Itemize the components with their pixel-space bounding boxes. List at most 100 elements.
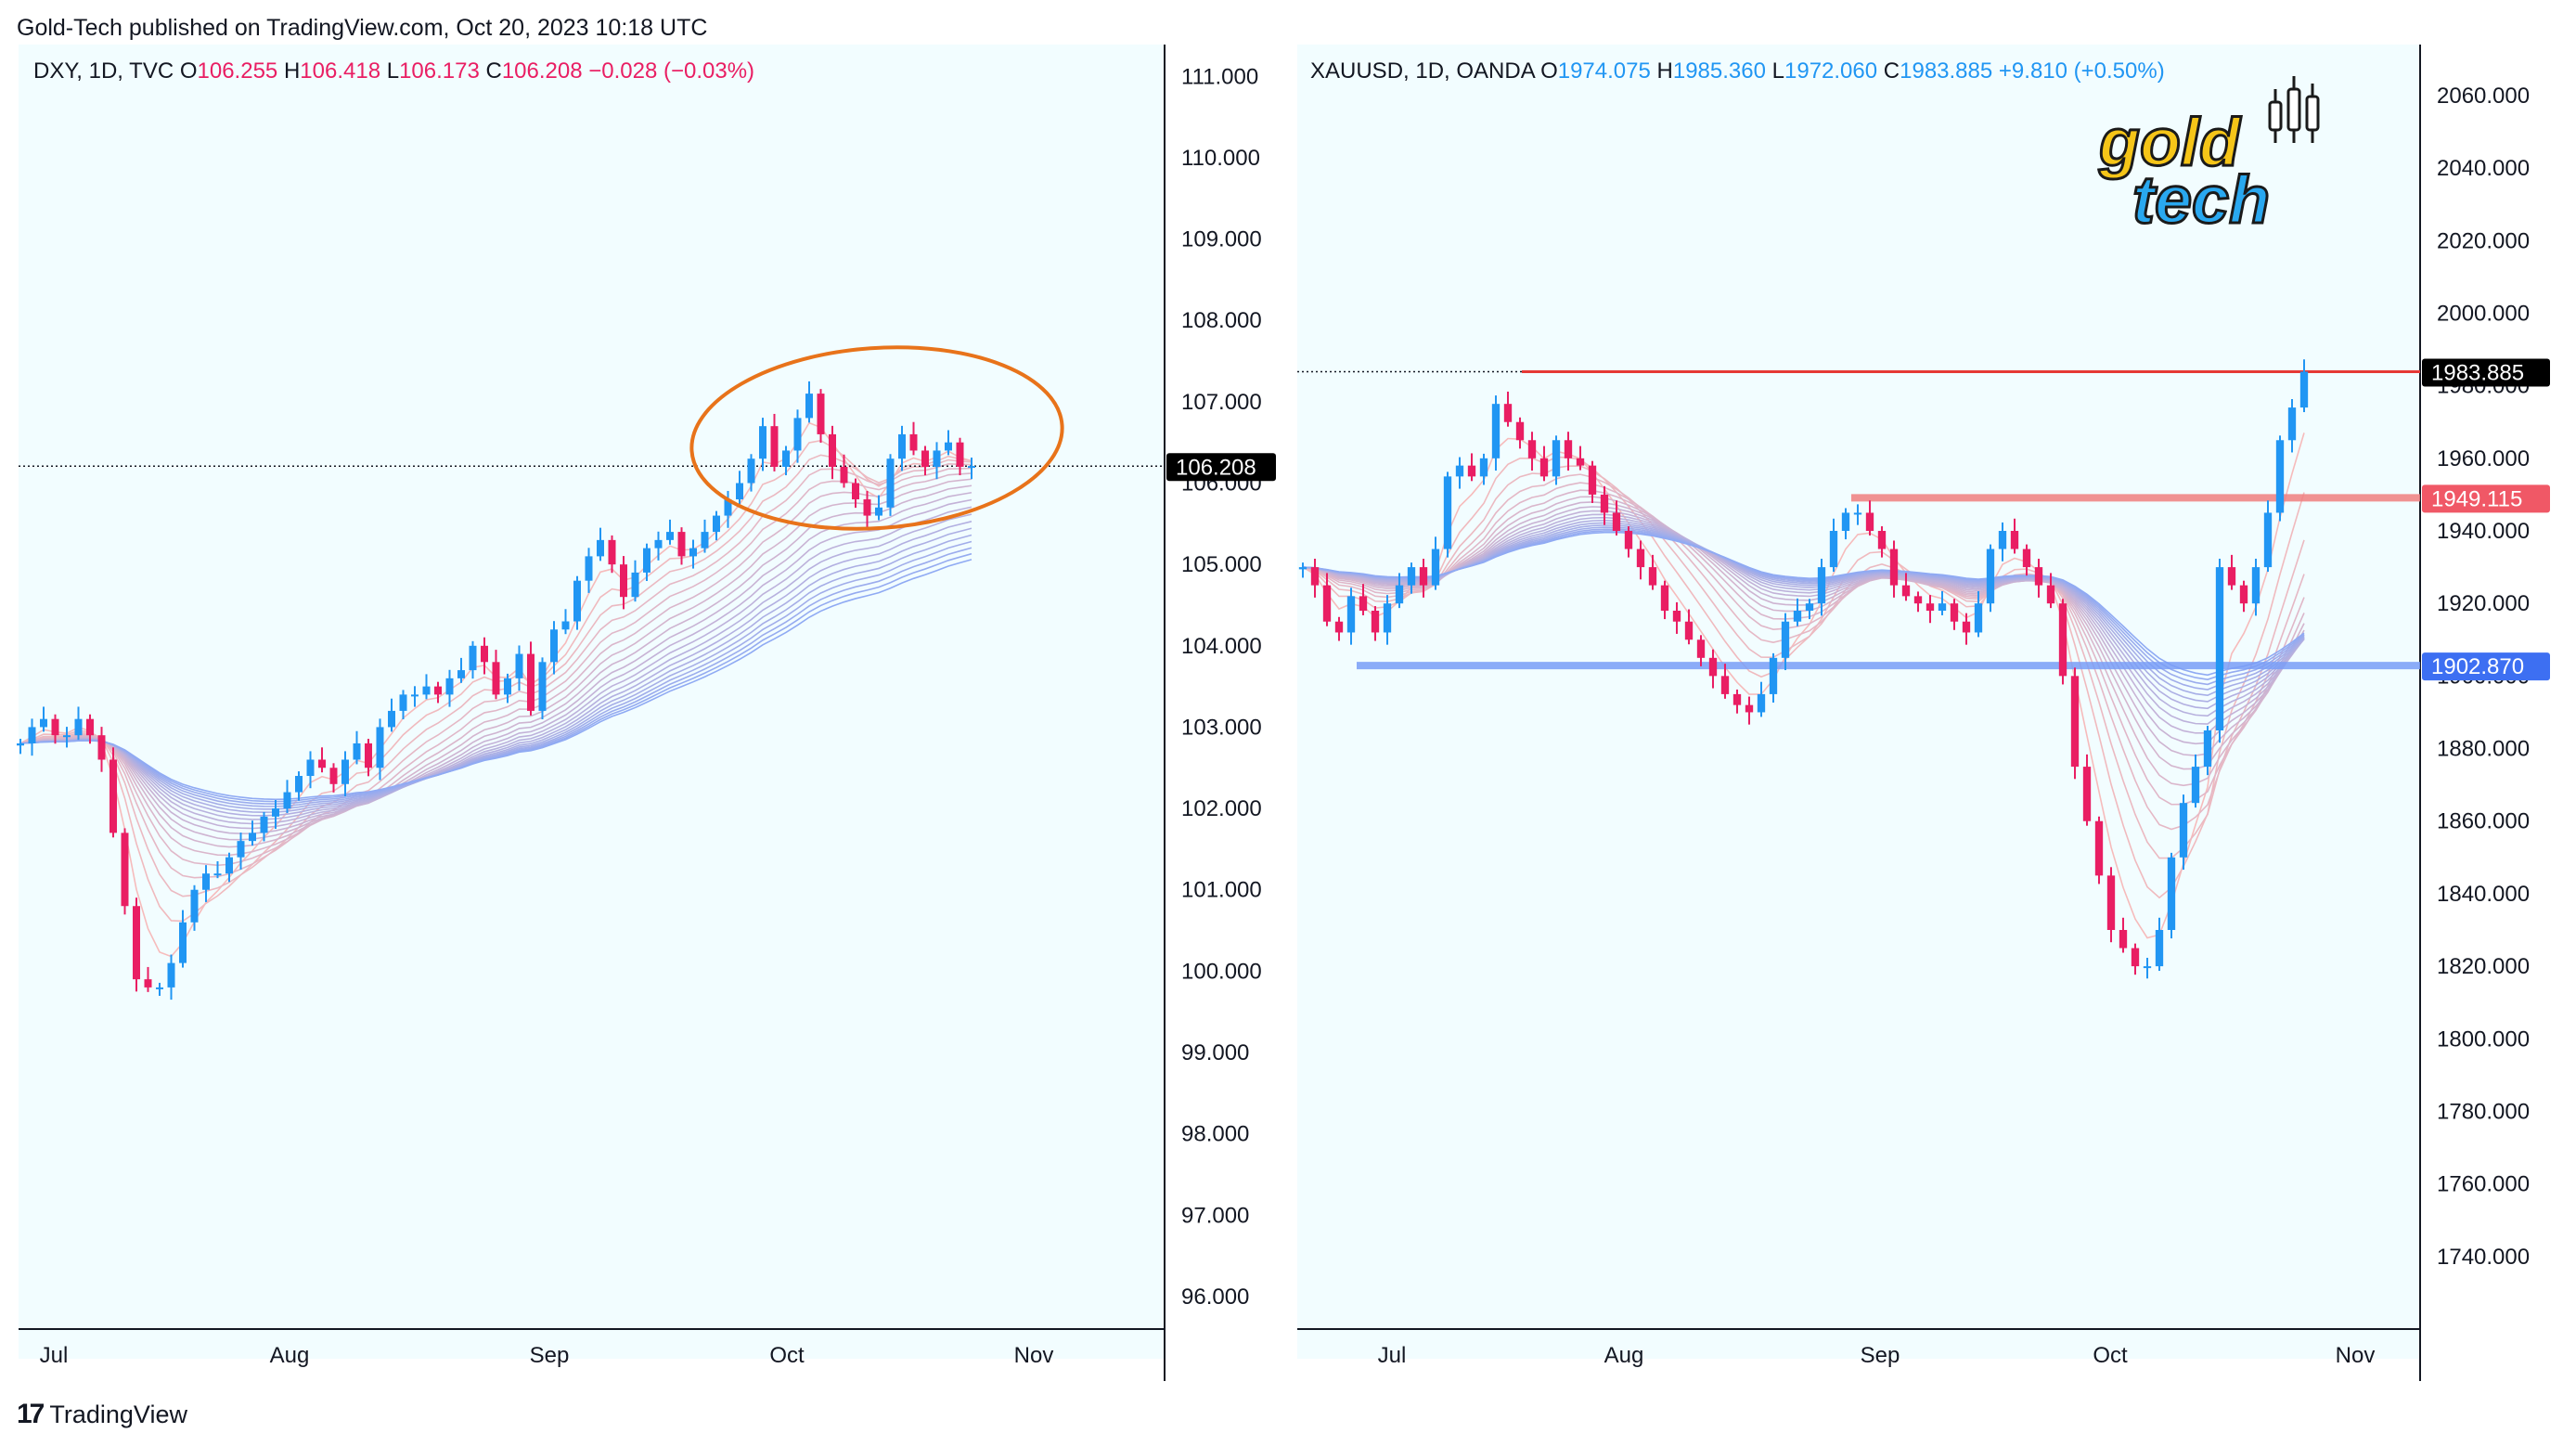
candle-body bbox=[677, 532, 686, 557]
candle-body bbox=[1781, 621, 1790, 658]
candle-body bbox=[74, 718, 83, 736]
legend-part: 1983.885 bbox=[1900, 58, 1999, 84]
candle-body bbox=[1419, 567, 1428, 586]
legend-part: L bbox=[1772, 58, 1784, 84]
ema-line bbox=[19, 478, 972, 848]
candle-body bbox=[179, 922, 187, 963]
candle-body bbox=[2022, 549, 2031, 568]
candle-body bbox=[1515, 421, 1525, 441]
candle-body bbox=[353, 742, 361, 760]
candle-body bbox=[109, 759, 117, 833]
candle-body bbox=[1564, 440, 1573, 458]
ema-line bbox=[19, 540, 972, 807]
logo-tech-text: tech bbox=[2132, 163, 2270, 238]
ema-line bbox=[19, 472, 972, 857]
candle-body bbox=[875, 507, 882, 516]
candles bbox=[1298, 359, 2309, 979]
y-tick-label: 1940.000 bbox=[2437, 519, 2530, 544]
price-badge-label: 106.208 bbox=[1176, 455, 1256, 480]
ema-line bbox=[1302, 506, 2305, 745]
candle-body bbox=[202, 873, 210, 890]
candle-body bbox=[1539, 458, 1549, 477]
y-tick-label: 100.000 bbox=[1181, 959, 1262, 984]
candle-body bbox=[237, 841, 245, 858]
y-tick-label: 103.000 bbox=[1181, 715, 1262, 740]
candle-body bbox=[399, 694, 407, 711]
ohlc-legend: DXY, 1D, TVC O106.255 H106.418 L106.173 … bbox=[33, 58, 754, 84]
legend-part: 1985.360 bbox=[1673, 58, 1772, 84]
candle-body bbox=[538, 662, 547, 711]
x-tick-label: Aug bbox=[270, 1343, 310, 1368]
candle-body bbox=[793, 418, 802, 451]
legend-part: 106.173 bbox=[399, 58, 485, 84]
y-tick-label: 1860.000 bbox=[2437, 809, 2530, 834]
legend-part: H bbox=[1657, 58, 1673, 84]
candle-body bbox=[1684, 621, 1694, 640]
candle-body bbox=[457, 670, 465, 678]
candle-body bbox=[1431, 549, 1440, 586]
candle-body bbox=[2215, 567, 2224, 730]
price-badge-label: 1983.885 bbox=[2431, 360, 2524, 385]
candle-body bbox=[620, 564, 627, 598]
ema-line bbox=[19, 491, 972, 834]
legend-part: 106.208 bbox=[502, 58, 588, 84]
y-tick-label: 1800.000 bbox=[2437, 1026, 2530, 1052]
candle-body bbox=[1745, 704, 1754, 713]
ema-line bbox=[19, 506, 972, 825]
candle-body bbox=[945, 442, 952, 451]
price-badge-last: 106.208 bbox=[1166, 453, 1276, 482]
y-tick-label: 105.000 bbox=[1181, 552, 1262, 577]
legend-part: L bbox=[387, 58, 399, 84]
candle-body bbox=[1503, 404, 1513, 422]
candle-body bbox=[329, 768, 338, 784]
candle-body bbox=[2155, 930, 2164, 967]
y-tick-label: 109.000 bbox=[1181, 227, 1262, 252]
legend-part: 106.418 bbox=[300, 58, 386, 84]
candle-body bbox=[51, 718, 59, 736]
ema-line bbox=[19, 534, 972, 810]
candle-body bbox=[2179, 803, 2188, 858]
x-tick-labels: Jul Aug Sep Oct Nov bbox=[40, 1343, 1054, 1368]
candle-body bbox=[713, 515, 720, 533]
candle-body bbox=[1346, 596, 1356, 633]
ema-line bbox=[19, 527, 972, 813]
y-tick-labels: 111.000110.000109.000108.000107.000106.0… bbox=[1181, 64, 1262, 1310]
candle-body bbox=[376, 727, 384, 768]
highlight-circle bbox=[689, 345, 1064, 531]
x-tick-label: Oct bbox=[2093, 1343, 2128, 1368]
ema-ribbon bbox=[1302, 433, 2305, 939]
candle-body bbox=[295, 776, 303, 793]
y-tick-label: 101.000 bbox=[1181, 878, 1262, 903]
candle-body bbox=[817, 394, 825, 434]
brand-label: TradingView bbox=[49, 1400, 187, 1428]
candle-body bbox=[863, 499, 871, 516]
candle-body bbox=[1479, 458, 1488, 477]
legend-part: C bbox=[1884, 58, 1900, 84]
legend-part: C bbox=[485, 58, 501, 84]
candle-body bbox=[909, 433, 918, 451]
candle-body bbox=[666, 532, 674, 540]
y-tick-label: 96.000 bbox=[1181, 1285, 1249, 1310]
candle-body bbox=[782, 450, 790, 467]
candle-body bbox=[1443, 476, 1452, 549]
candle-body bbox=[2106, 875, 2116, 930]
candle-body bbox=[2299, 371, 2309, 408]
candle-body bbox=[829, 433, 836, 467]
candle-body bbox=[2119, 930, 2128, 949]
legend-part: DXY, 1D, TVC bbox=[33, 58, 180, 84]
candle-body bbox=[2010, 531, 2019, 549]
legend-part: 1974.075 bbox=[1558, 58, 1657, 84]
candle-body bbox=[1407, 567, 1416, 586]
candle-body bbox=[968, 466, 975, 469]
y-tick-label: 98.000 bbox=[1181, 1122, 1249, 1147]
candle-body bbox=[1817, 567, 1826, 604]
candle-body bbox=[1455, 465, 1464, 477]
price-badge-box bbox=[2422, 358, 2550, 387]
candle-body bbox=[225, 857, 233, 874]
candle-body bbox=[190, 889, 199, 923]
logo-gold-text: gold bbox=[2098, 106, 2242, 180]
tradingview-brand[interactable]: 17 TradingView bbox=[17, 1399, 187, 1430]
candle-body bbox=[573, 580, 581, 622]
candle-body bbox=[40, 718, 47, 728]
